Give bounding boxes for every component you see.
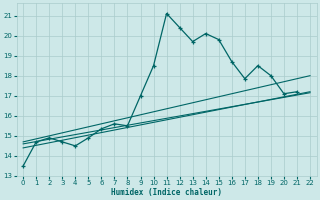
X-axis label: Humidex (Indice chaleur): Humidex (Indice chaleur)	[111, 188, 222, 197]
